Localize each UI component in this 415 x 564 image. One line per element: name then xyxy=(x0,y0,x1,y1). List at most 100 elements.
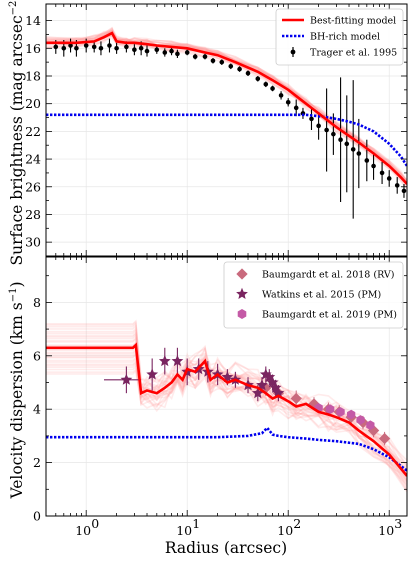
trager-data-point xyxy=(394,183,400,188)
watkins-data-point xyxy=(266,376,279,388)
model-draw-line xyxy=(46,367,407,493)
bottom-frame xyxy=(45,256,408,517)
bottom-legend-rv-label: Baumgardt et al. 2018 (RV) xyxy=(262,270,394,281)
trager-data-point xyxy=(386,176,392,181)
bh-rich-model-line xyxy=(46,113,407,167)
trager-data-point xyxy=(371,163,376,169)
trager-data-point xyxy=(74,46,79,51)
best-fit-model-line xyxy=(46,342,407,477)
top-y-tick-label: 14 xyxy=(25,13,41,28)
trager-data-point xyxy=(316,123,321,129)
x-tick-label: 10 xyxy=(75,523,91,538)
trager-data-point xyxy=(356,151,362,156)
trager-data-point xyxy=(132,47,137,52)
trager-data-point xyxy=(53,44,59,50)
watkins-data-point xyxy=(171,354,184,367)
trager-data-point xyxy=(270,86,275,91)
trager-data-point xyxy=(162,50,168,55)
model-draw-line xyxy=(46,369,407,492)
top-frame xyxy=(45,3,408,257)
rv-data-point xyxy=(378,432,391,445)
bottom-legend-rv-marker xyxy=(236,268,248,280)
trager-data-point xyxy=(192,54,198,59)
top-legend-trager-marker xyxy=(290,49,296,55)
model-draw-line xyxy=(46,35,407,189)
trager-data-point xyxy=(184,50,190,55)
trager-data-point xyxy=(138,46,144,51)
bottom-legend-watkins-marker xyxy=(236,287,248,299)
trager-data-point xyxy=(309,116,314,122)
bottom-legend-box xyxy=(223,261,404,329)
trager-data-point xyxy=(68,43,73,48)
x-tick-exponent: 1 xyxy=(192,516,200,531)
trager-data-point xyxy=(228,64,234,69)
top-y-tick-label: 18 xyxy=(25,69,41,84)
top-y-tick-label: 20 xyxy=(25,96,41,111)
trager-data-point xyxy=(344,141,350,147)
bot-y-tick-label: 0 xyxy=(33,509,41,524)
watkins-data-point xyxy=(269,381,282,393)
top-y-tick-label: 30 xyxy=(25,235,41,250)
bot-y-tick-label: 2 xyxy=(33,455,41,470)
trager-data-point xyxy=(210,58,216,64)
model-draw-line xyxy=(46,357,407,483)
top-legend-bh-rich-label: BH-rich model xyxy=(310,32,380,43)
bottom-legend-pm2019-label: Baumgardt et al. 2019 (PM) xyxy=(262,310,397,321)
model-draw-line xyxy=(46,363,407,482)
trager-data-point xyxy=(114,46,119,51)
top-y-tick-label: 28 xyxy=(25,207,41,222)
watkins-data-point xyxy=(158,354,171,367)
trager-data-point xyxy=(144,48,150,54)
bottom-y-axis-label: Velocity dispersion (km s−1) xyxy=(8,281,26,499)
top-series xyxy=(46,31,407,219)
top-legend-box xyxy=(275,8,404,66)
pm2019-data-point xyxy=(326,404,335,414)
x-tick-label: 10 xyxy=(277,523,293,538)
top-y-axis-label: Surface brightness (mag arcsec−2) xyxy=(8,0,26,265)
trager-data-point xyxy=(175,51,180,57)
trager-data-point xyxy=(91,44,97,50)
trager-data-point xyxy=(124,44,129,50)
trager-data-point xyxy=(364,158,370,163)
watkins-data-point xyxy=(146,368,159,380)
surface-brightness-panel: 14 16 18 20 22 24 26 28 30 Surface brightness (m… xyxy=(8,0,408,265)
trager-data-point xyxy=(61,46,67,51)
trager-data-point xyxy=(331,131,336,137)
bottom-legend-watkins-label: Watkins et al. 2015 (PM) xyxy=(262,290,381,301)
bh-rich-model-line xyxy=(46,425,407,472)
x-tick-exponent: 3 xyxy=(394,516,402,531)
trager-data-point xyxy=(338,137,343,142)
trager-data-point xyxy=(154,47,160,52)
top-y-tick-label: 16 xyxy=(25,41,41,56)
rv-data-point xyxy=(290,392,302,405)
x-tick-label: 10 xyxy=(176,523,192,538)
watkins-data-point xyxy=(251,387,264,399)
trager-data-point xyxy=(98,46,104,51)
top-legend: Best-fitting model BH-rich model Trager … xyxy=(275,8,404,66)
model-draw-line xyxy=(46,365,407,490)
bot-y-tick-label: 6 xyxy=(33,348,41,363)
trager-data-point xyxy=(278,93,284,98)
pm2019-data-point xyxy=(347,409,356,420)
bot-y-tick-label: 4 xyxy=(33,402,41,417)
model-draw-line xyxy=(46,351,407,475)
trager-data-point xyxy=(202,54,208,59)
top-y-tick-label: 24 xyxy=(25,152,41,167)
model-draw-line xyxy=(46,358,407,477)
trager-data-point xyxy=(379,170,385,176)
best-fit-model-line xyxy=(46,31,407,185)
trager-data-point xyxy=(263,82,269,87)
trager-data-point xyxy=(350,147,356,152)
bottom-series xyxy=(46,342,407,477)
pm2019-data-point xyxy=(336,407,345,417)
trager-data-point xyxy=(401,188,407,194)
model-draw-line xyxy=(46,345,407,479)
x-tick-label: 10 xyxy=(378,523,394,538)
trager-data-point xyxy=(169,48,174,54)
top-y-tick-label: 22 xyxy=(25,124,41,139)
trager-data-point xyxy=(83,43,89,48)
x-axis-label: Radius (arcsec) xyxy=(165,539,287,557)
